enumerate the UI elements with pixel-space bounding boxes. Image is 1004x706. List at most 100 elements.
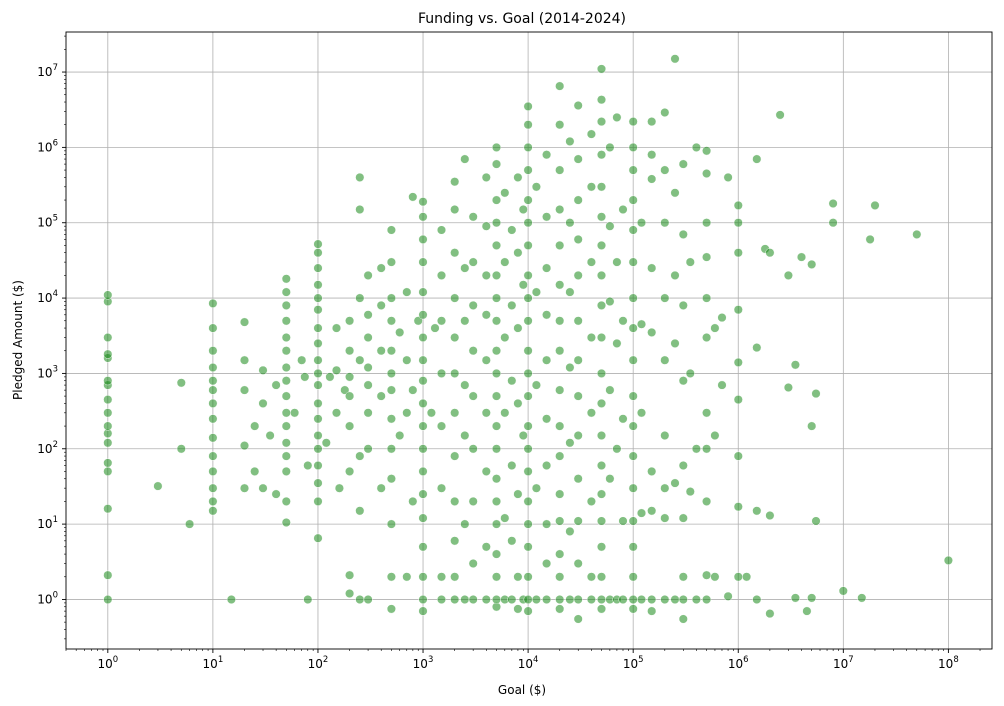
data-point xyxy=(491,270,502,280)
data-point xyxy=(468,391,478,401)
data-point xyxy=(481,221,491,231)
data-point xyxy=(436,316,447,326)
data-point xyxy=(596,300,607,310)
data-point xyxy=(226,594,236,605)
x-tick-label: 100 xyxy=(97,655,118,671)
data-point xyxy=(103,376,113,386)
data-point xyxy=(807,259,817,269)
data-point xyxy=(363,380,373,390)
data-point xyxy=(733,451,743,461)
data-point xyxy=(281,362,291,373)
data-point xyxy=(636,408,647,418)
data-point xyxy=(491,421,502,431)
data-point xyxy=(702,570,712,580)
data-point xyxy=(828,218,838,228)
data-point xyxy=(857,593,867,603)
data-point xyxy=(775,110,785,120)
data-point xyxy=(303,460,313,471)
data-point xyxy=(523,218,533,228)
data-point xyxy=(491,519,502,529)
data-point xyxy=(523,165,533,175)
data-point xyxy=(436,572,447,582)
data-point xyxy=(418,234,428,244)
data-point xyxy=(702,146,712,156)
data-point xyxy=(678,159,688,169)
data-point xyxy=(208,414,218,424)
data-point xyxy=(733,395,743,405)
data-point xyxy=(565,287,575,297)
data-point xyxy=(426,408,436,418)
data-point xyxy=(565,362,575,373)
data-point xyxy=(297,355,307,365)
data-point xyxy=(531,287,541,297)
data-point xyxy=(507,376,517,386)
data-point xyxy=(491,218,502,228)
data-point xyxy=(176,378,186,388)
data-point xyxy=(500,188,510,198)
data-point xyxy=(418,572,428,582)
data-point xyxy=(628,391,638,401)
data-point xyxy=(573,558,583,569)
data-point xyxy=(376,346,386,356)
data-point xyxy=(596,182,607,192)
data-point xyxy=(710,430,720,441)
data-point xyxy=(468,594,478,605)
y-tick-label: 105 xyxy=(37,214,58,230)
data-point xyxy=(542,414,552,424)
data-point xyxy=(507,300,517,310)
y-axis-label: Pledged Amount ($) xyxy=(11,280,25,400)
data-point xyxy=(596,240,607,250)
data-point xyxy=(481,542,491,552)
data-point xyxy=(418,287,428,297)
data-point xyxy=(628,142,638,152)
data-point xyxy=(281,287,291,297)
data-point xyxy=(408,496,418,506)
x-tick-label: 102 xyxy=(308,655,329,671)
data-point xyxy=(313,368,323,378)
data-point xyxy=(523,120,533,130)
data-point xyxy=(678,572,688,582)
data-point xyxy=(103,438,113,448)
data-point xyxy=(281,421,291,431)
data-point xyxy=(636,218,647,228)
data-point xyxy=(436,368,447,378)
data-point xyxy=(313,248,323,258)
data-point xyxy=(523,270,533,280)
data-point xyxy=(281,408,291,418)
data-point xyxy=(573,154,583,164)
data-point xyxy=(596,594,607,605)
data-point xyxy=(628,355,638,365)
data-point xyxy=(386,519,396,529)
data-point xyxy=(208,362,218,373)
data-point xyxy=(678,513,688,523)
data-point xyxy=(678,460,688,471)
data-point xyxy=(555,516,565,526)
data-point xyxy=(523,496,533,506)
data-point xyxy=(450,536,460,546)
data-point xyxy=(321,438,331,448)
data-point xyxy=(555,81,565,91)
data-point xyxy=(790,593,800,603)
data-point xyxy=(103,408,113,418)
data-point xyxy=(271,380,281,390)
data-point xyxy=(765,510,775,521)
data-point xyxy=(573,316,583,326)
data-point xyxy=(208,323,218,333)
data-point xyxy=(355,204,365,215)
data-point xyxy=(628,421,638,431)
data-point xyxy=(363,594,373,605)
data-point xyxy=(752,506,762,516)
data-point xyxy=(605,296,615,307)
data-point xyxy=(828,198,838,209)
data-point xyxy=(208,385,218,395)
x-axis-label: Goal ($) xyxy=(498,683,546,697)
data-point xyxy=(281,316,291,326)
data-point xyxy=(618,594,628,605)
data-point xyxy=(258,398,268,408)
data-point xyxy=(618,414,628,424)
data-point xyxy=(340,385,350,395)
data-point xyxy=(660,513,670,523)
data-point xyxy=(450,496,460,506)
data-point xyxy=(647,117,657,127)
data-point xyxy=(313,338,323,348)
